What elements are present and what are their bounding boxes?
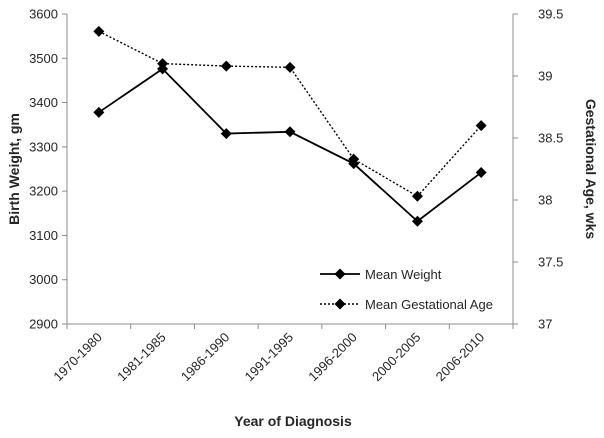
left-tick-label: 3500 (29, 51, 58, 66)
x-tick-label: 1970-1980 (50, 330, 105, 385)
x-tick-label: 1981-1985 (114, 330, 169, 385)
left-tick-label: 3000 (29, 272, 58, 287)
legend-item-mean-weight: Mean Weight (320, 267, 442, 282)
x-tick-label: 1996-2000 (305, 330, 360, 385)
x-axis-title: Year of Diagnosis (234, 413, 352, 429)
left-tick-label: 3100 (29, 228, 58, 243)
left-tick-label: 3300 (29, 139, 58, 154)
right-tick-label: 39 (538, 69, 552, 84)
legend-label-mean-gestational-age: Mean Gestational Age (365, 297, 493, 312)
data-point-mean-gestational-age (475, 120, 487, 132)
right-tick-label: 37 (538, 317, 552, 332)
data-point-mean-gestational-age (284, 61, 296, 73)
x-tick-label: 2000-2005 (369, 330, 424, 385)
left-tick-label: 3400 (29, 95, 58, 110)
data-point-mean-weight (475, 167, 487, 179)
x-tick-label: 1986-1990 (178, 330, 233, 385)
data-point-mean-weight (411, 215, 423, 227)
series-layer (93, 25, 487, 227)
data-point-mean-weight (220, 128, 232, 140)
data-point-mean-gestational-age (220, 60, 232, 72)
right-y-ticks: 37 37.5 38 38.5 39 39.5 (513, 7, 563, 332)
right-tick-label: 37.5 (538, 255, 563, 270)
left-tick-label: 3200 (29, 184, 58, 199)
data-point-mean-gestational-age (348, 153, 360, 165)
x-tick-label: 1991-1995 (242, 330, 297, 385)
series-line-mean-weight (98, 67, 482, 223)
right-tick-label: 38.5 (538, 131, 563, 146)
data-point-mean-gestational-age (411, 190, 423, 202)
right-tick-label: 39.5 (538, 7, 563, 22)
legend-label-mean-weight: Mean Weight (365, 267, 442, 282)
legend-item-mean-gestational-age: Mean Gestational Age (320, 297, 493, 312)
y2-axis-title: Gestational Age, wks (583, 99, 599, 240)
right-tick-label: 38 (538, 193, 552, 208)
data-point-mean-weight (93, 106, 105, 118)
left-tick-label: 2900 (29, 317, 58, 332)
plot-frame (66, 14, 514, 325)
legend-marker-mean-weight (334, 268, 346, 280)
x-tick-label: 2006-2010 (433, 330, 488, 385)
data-point-mean-gestational-age (157, 58, 169, 70)
data-point-mean-weight (284, 126, 296, 138)
left-tick-label: 3600 (29, 7, 58, 22)
legend: Mean Weight Mean Gestational Age (320, 267, 493, 312)
data-point-mean-gestational-age (93, 25, 105, 37)
left-y-ticks: 2900 3000 3100 3200 3300 3400 3500 3600 (29, 7, 67, 332)
x-ticks: 1970-1980 1981-1985 1986-1990 1991-1995 1996… (50, 324, 514, 385)
y-axis-title: Birth Weight, gm (6, 113, 22, 225)
series-line-mean-gestational-age (98, 30, 482, 198)
legend-marker-mean-gestational-age (334, 298, 346, 310)
